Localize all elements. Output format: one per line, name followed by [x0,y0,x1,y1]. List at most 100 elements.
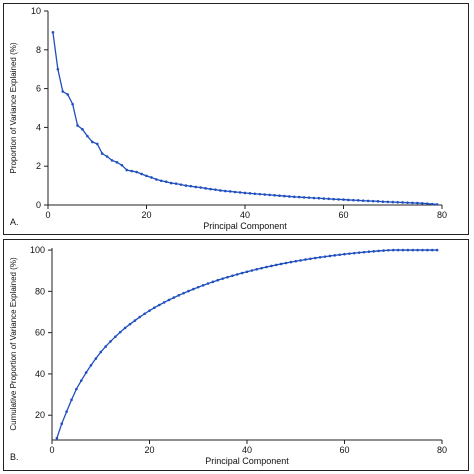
data-point [172,296,176,299]
data-point [51,31,55,34]
data-point [133,319,137,322]
x-tick-label: 20 [141,210,151,220]
data-point [224,189,227,193]
data-point [189,184,193,188]
data-point [159,179,163,183]
data-point [304,258,307,261]
x-tick-label: 80 [437,210,447,220]
data-point [426,248,429,252]
data-point [391,200,395,204]
data-point [401,248,405,252]
data-point [81,128,84,131]
data-point [302,196,306,199]
data-point [299,259,302,262]
data-point [162,301,166,304]
data-point [104,345,107,348]
series-line [52,32,438,206]
data-point [416,248,419,252]
data-point [135,170,138,174]
data-point [91,140,94,144]
x-tick-label: 40 [242,445,252,455]
data-point [288,195,291,198]
data-point [430,248,434,252]
data-point [265,265,268,269]
data-point [338,253,341,257]
data-point [216,278,220,282]
data-point [187,289,190,293]
data-point [150,176,153,179]
data-point [84,371,88,374]
data-point [307,196,311,199]
data-point [416,201,419,205]
data-point [231,274,234,278]
data-point [362,250,366,254]
data-point [209,187,212,191]
data-point [100,152,104,155]
series-line [56,249,438,439]
y-tick-label: 20 [35,410,45,420]
data-point [421,248,424,252]
y-tick-label: 80 [35,286,45,296]
data-point [367,250,371,254]
data-point [114,335,117,338]
data-point [283,194,286,198]
panel-label: A. [10,217,19,227]
data-point [284,261,288,265]
data-point [128,322,132,326]
data-point [148,309,151,312]
data-point [70,398,73,402]
data-point [94,357,98,360]
data-point [153,306,156,310]
data-point [71,102,74,106]
data-point [66,93,69,96]
data-point [332,197,335,201]
y-tick-label: 6 [36,84,41,94]
data-point [356,199,360,202]
y-tick-label: 40 [35,369,45,379]
data-point [238,191,242,194]
data-point [95,142,99,146]
data-point [109,340,112,343]
data-point [312,196,316,200]
y-tick-label: 60 [35,328,45,338]
data-point [192,287,195,291]
data-point [372,250,376,253]
x-axis-title: Principal Component [205,456,289,466]
data-point [125,168,129,172]
data-point [240,271,244,275]
data-point [387,248,390,252]
data-point [347,198,350,202]
data-point [201,284,205,287]
data-point [79,379,83,382]
data-point [294,259,298,263]
data-point [258,192,262,196]
data-point [406,248,410,252]
data-point [366,199,370,203]
data-point [343,252,346,256]
data-point [167,298,171,302]
chart-panel-a: 0 20 40 60 80 0 2 4 6 8 10 Principal Component Propo… [3,3,469,235]
data-point [226,275,229,279]
data-point [118,330,122,334]
data-point [115,161,119,164]
data-point [56,67,60,71]
data-point [396,248,400,252]
y-axis-title: Proportion of Variance Explained (%) [9,42,18,173]
data-point [342,198,345,201]
data-point [309,257,312,261]
data-point [235,273,239,276]
data-point [250,269,254,272]
data-point [386,200,390,204]
data-point [196,285,200,289]
data-point [421,201,424,205]
data-point [233,190,237,194]
data-point [352,251,356,255]
data-point [371,199,375,203]
x-tick-label: 0 [49,445,54,455]
data-point [352,198,355,202]
data-point [157,303,161,307]
data-point [194,185,198,189]
data-point [323,255,327,258]
data-point [86,134,89,138]
data-point [248,192,252,195]
